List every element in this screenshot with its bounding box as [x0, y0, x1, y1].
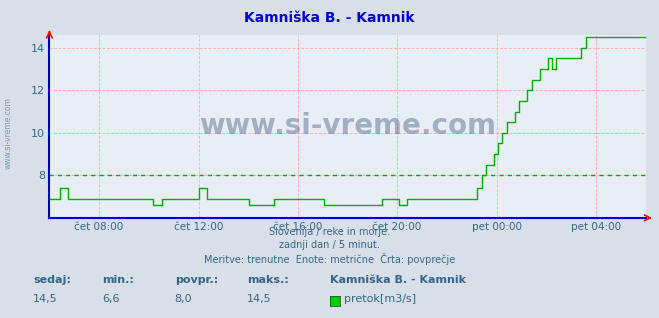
- Text: Kamniška B. - Kamnik: Kamniška B. - Kamnik: [330, 275, 465, 285]
- Text: Meritve: trenutne  Enote: metrične  Črta: povprečje: Meritve: trenutne Enote: metrične Črta: …: [204, 253, 455, 265]
- Text: 6,6: 6,6: [102, 294, 120, 304]
- Text: Slovenija / reke in morje.: Slovenija / reke in morje.: [269, 227, 390, 237]
- Text: 8,0: 8,0: [175, 294, 192, 304]
- Text: www.si-vreme.com: www.si-vreme.com: [199, 112, 496, 141]
- Text: Kamniška B. - Kamnik: Kamniška B. - Kamnik: [244, 11, 415, 25]
- Text: 14,5: 14,5: [33, 294, 57, 304]
- Text: pretok[m3/s]: pretok[m3/s]: [344, 294, 416, 304]
- Text: maks.:: maks.:: [247, 275, 289, 285]
- Text: povpr.:: povpr.:: [175, 275, 218, 285]
- Text: min.:: min.:: [102, 275, 134, 285]
- Text: zadnji dan / 5 minut.: zadnji dan / 5 minut.: [279, 240, 380, 250]
- Text: sedaj:: sedaj:: [33, 275, 71, 285]
- Text: www.si-vreme.com: www.si-vreme.com: [3, 98, 13, 169]
- Text: 14,5: 14,5: [247, 294, 272, 304]
